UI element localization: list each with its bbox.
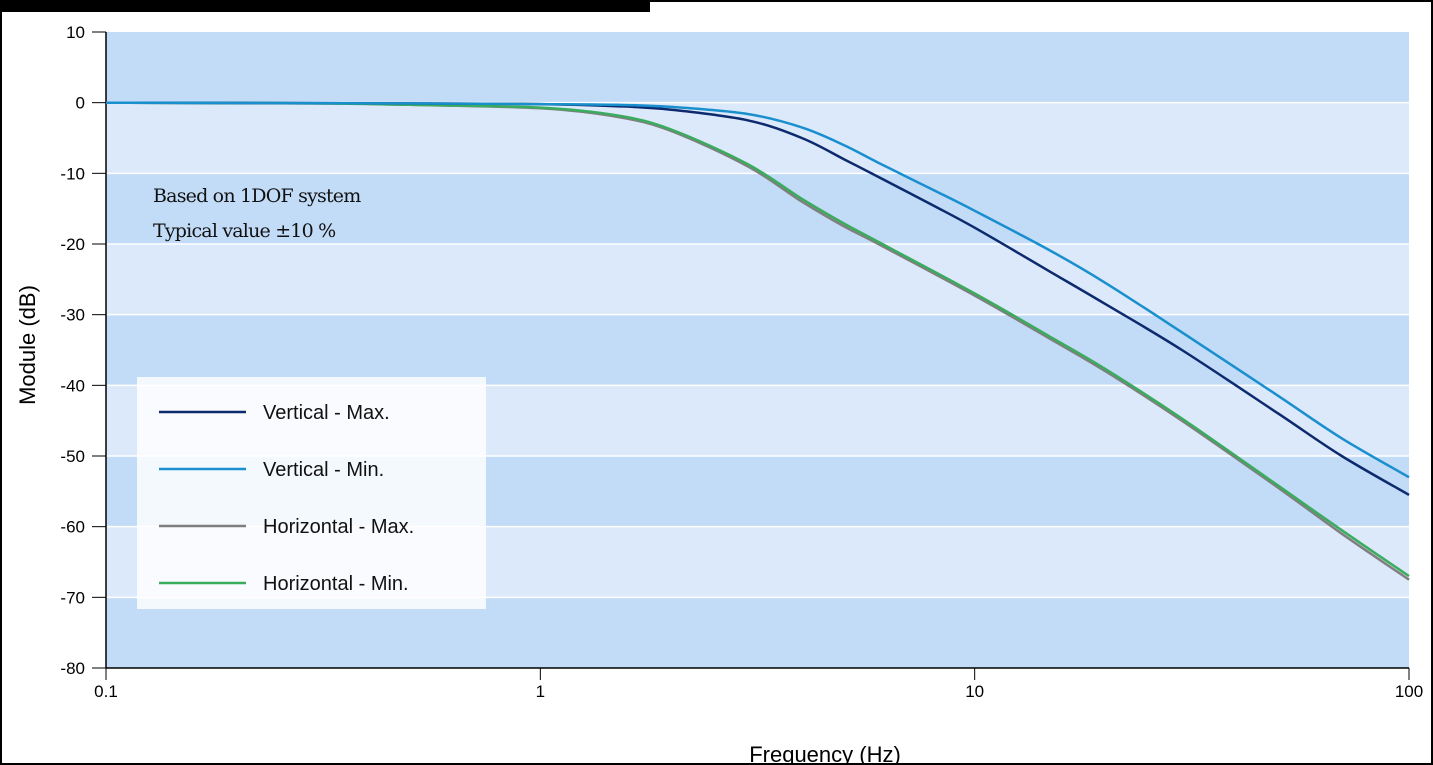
background-band [106, 32, 1409, 103]
y-tick-label: -50 [60, 447, 85, 466]
y-tick-label: -30 [60, 306, 85, 325]
y-tick-label: -20 [60, 235, 85, 254]
title-bar [0, 0, 650, 12]
x-tick-label: 1 [536, 682, 545, 701]
y-tick-label: -40 [60, 376, 85, 395]
y-tick-label: 0 [76, 94, 85, 113]
legend-label: Horizontal - Min. [263, 573, 409, 595]
background-band [106, 173, 1409, 244]
y-tick-label: -10 [60, 164, 85, 183]
x-tick-label: 100 [1395, 682, 1423, 701]
background-band [106, 314, 1409, 386]
series-line-vertical-min [105, 101, 1410, 479]
x-axis-title: Frequency (Hz) [749, 742, 901, 765]
axes [92, 31, 1410, 680]
y-tick-label: -70 [60, 588, 85, 607]
x-tick-label: 0.1 [94, 682, 118, 701]
background-band [106, 244, 1409, 315]
legend-label: Vertical - Min. [263, 459, 384, 481]
y-tick-label: -80 [60, 659, 85, 678]
series-lines [105, 101, 1410, 581]
y-tick-labels: 10 0 -10 -20 -30 -40 -50 -60 -70 -80 [60, 23, 85, 678]
annotation-tolerance: Typical value ±10 % [153, 220, 335, 242]
series-line-horizontal-min [105, 101, 1410, 578]
background-band [106, 102, 1409, 174]
y-axis-title: Module (dB) [15, 285, 40, 405]
x-tick-label: 10 [965, 682, 984, 701]
legend-box [137, 377, 486, 609]
y-tick-label: -60 [60, 518, 85, 537]
legend: Vertical - Max. Vertical - Min. Horizontal… [137, 377, 486, 609]
legend-label: Vertical - Max. [263, 402, 390, 424]
annotation-system: Based on 1DOF system [153, 185, 361, 207]
x-tick-labels: 0.1 1 10 100 [94, 682, 1423, 701]
y-tick-label: 10 [66, 23, 85, 42]
background-band [106, 597, 1409, 668]
legend-label: Horizontal - Max. [263, 516, 414, 538]
